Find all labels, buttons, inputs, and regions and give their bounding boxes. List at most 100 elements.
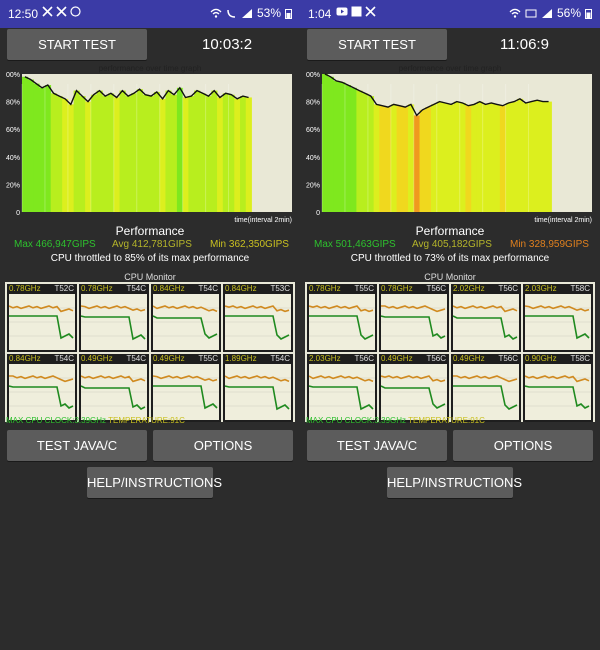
y-tick-label: 60% [6, 127, 20, 134]
performance-bar [362, 93, 369, 212]
status-bar: 1:04 56% [300, 0, 600, 28]
performance-bar [465, 105, 472, 212]
core-temperature: T52C [54, 284, 74, 293]
start-test-button[interactable]: START TEST [7, 29, 147, 60]
performance-bar [350, 87, 357, 212]
options-button[interactable]: OPTIONS [153, 430, 293, 461]
performance-bar [62, 98, 69, 212]
performance-bar [182, 97, 189, 212]
cpu-core-1: 0.78GHz T54C [79, 284, 149, 352]
core-temperature: T56C [426, 284, 446, 293]
performance-bar [517, 98, 524, 212]
cpu-core-3: 2.03GHz T58C [523, 284, 593, 352]
cpu-core-5: 0.49GHz T56C [379, 354, 449, 422]
wifi-icon [509, 8, 521, 18]
core-frequency: 0.78GHz [81, 284, 113, 293]
help-instructions-button[interactable]: HELP/INSTRUCTIONS [387, 467, 522, 498]
cpu-core-4: 0.84GHz T54C [7, 354, 77, 422]
performance-bar [356, 90, 363, 212]
core-temperature: T56C [426, 354, 446, 363]
left-panel: 12:50 53% START TEST 10:03:2 100% 80% 60% 4… [0, 0, 300, 498]
core-frequency: 0.49GHz [453, 354, 485, 363]
core-freq-line [525, 315, 590, 340]
core-freq-line [9, 315, 74, 340]
performance-bar [125, 96, 132, 212]
performance-title: Performance [115, 224, 185, 238]
performance-bar [482, 104, 489, 212]
performance-bar [165, 90, 172, 212]
cpu-core-0: 0.78GHz T52C [7, 284, 77, 352]
y-tick-label: 80% [6, 100, 20, 107]
performance-bar [102, 96, 109, 212]
performance-bar [534, 100, 541, 212]
performance-bar [408, 104, 415, 212]
core-graph [453, 364, 519, 420]
start-test-button[interactable]: START TEST [307, 29, 447, 60]
core-temperature: T55C [198, 354, 218, 363]
cpu-core-6: 0.49GHz T55C [151, 354, 221, 422]
performance-bar [222, 93, 229, 212]
cpu-core-5: 0.49GHz T54C [79, 354, 149, 422]
core-freq-line [81, 315, 146, 341]
performance-bar [56, 96, 63, 212]
core-freq-line [381, 385, 446, 409]
core-freq-line [453, 315, 518, 340]
stat-avg: Avg 412,781GIPS [112, 239, 192, 250]
performance-bar [545, 101, 552, 212]
core-temperature: T54C [198, 284, 218, 293]
call-icon [227, 9, 236, 18]
core-frequency: 0.49GHz [153, 354, 185, 363]
performance-bar [344, 85, 352, 212]
signal-icon [541, 8, 552, 18]
performance-bar [50, 93, 57, 212]
core-frequency: 0.84GHz [9, 354, 41, 363]
core-temperature: T54C [126, 284, 146, 293]
performance-bar [176, 87, 184, 212]
performance-bar [499, 105, 506, 212]
performance-bar [419, 109, 426, 212]
volte-icon [525, 9, 537, 17]
core-freq-line [9, 385, 74, 409]
performance-bar [488, 102, 495, 212]
core-frequency: 0.90GHz [525, 354, 557, 363]
performance-bar [448, 104, 455, 212]
performance-bar [459, 102, 466, 212]
performance-line [324, 73, 549, 117]
performance-line [24, 76, 249, 106]
core-frequency: 2.03GHz [525, 284, 557, 293]
performance-bar [379, 105, 386, 212]
cpu-monitor-grid: 0.78GHz T52C 0.78GHz T54C 0.84GHz T54C 0.84GHz… [5, 282, 295, 422]
core-frequency: 2.03GHz [309, 354, 341, 363]
test-java-c-button[interactable]: TEST JAVA/C [7, 430, 147, 461]
notification-icons [42, 6, 81, 17]
core-temperature: T55C [354, 284, 374, 293]
performance-title: Performance [415, 224, 485, 238]
core-graph [309, 364, 375, 420]
performance-bar [333, 80, 340, 213]
stat-min: Min 362,350GIPS [210, 239, 289, 250]
cpu-core-7: 1.89GHz T54C [223, 354, 293, 422]
x-icon [365, 6, 376, 17]
help-instructions-button[interactable]: HELP/INSTRUCTIONS [87, 467, 222, 498]
test-timer: 10:03:2 [202, 36, 253, 53]
cpu-core-6: 0.49GHz T56C [451, 354, 521, 422]
performance-bar [471, 104, 478, 212]
core-graph [153, 294, 219, 350]
cpu-summary: MAX CPU CLOCK:3.39GHz TEMPERATURE:91C [306, 416, 485, 425]
core-freq-line [381, 315, 446, 339]
test-java-c-button[interactable]: TEST JAVA/C [307, 430, 447, 461]
performance-chart: 100% 80% 60% 40% 20% 0 time(interval 2min) [2, 64, 294, 224]
performance-bar [153, 91, 161, 212]
core-frequency: 0.49GHz [81, 354, 113, 363]
stat-max: Max 501,463GIPS [314, 239, 396, 250]
core-temp-line [153, 375, 218, 382]
performance-graph: 100% 80% 60% 40% 20% 0 time(interval 2min) per… [2, 64, 294, 224]
core-freq-line [309, 315, 374, 340]
core-freq-line [225, 315, 290, 340]
core-graph [225, 364, 291, 420]
options-button[interactable]: OPTIONS [453, 430, 593, 461]
battery-icon [585, 8, 592, 19]
performance-bar [79, 96, 86, 212]
core-temp-line [453, 375, 518, 383]
core-frequency: 2.02GHz [453, 284, 485, 293]
